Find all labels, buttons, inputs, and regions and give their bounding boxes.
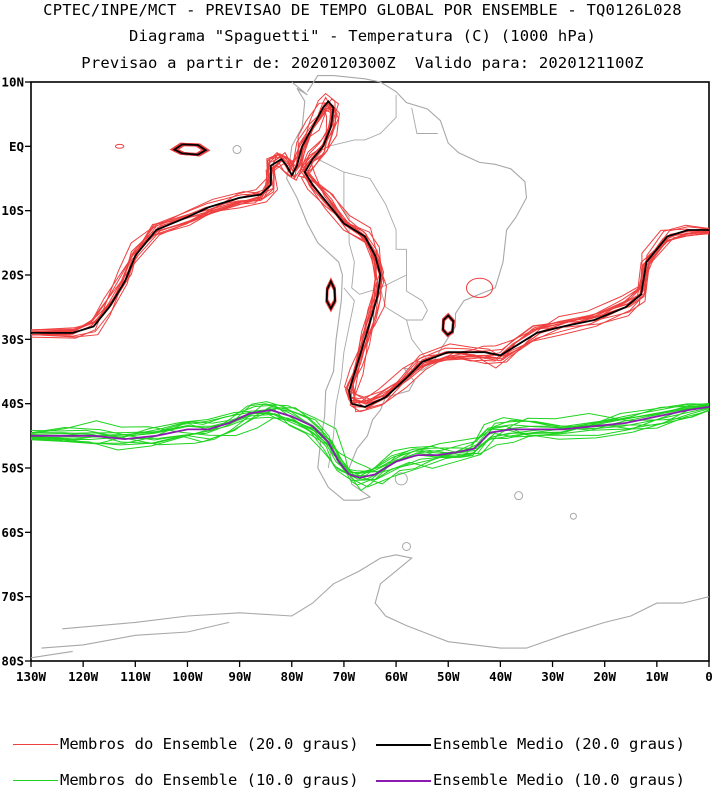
- member-10-line: [30, 403, 710, 486]
- legend-label-members-10: Membros do Ensemble (10.0 graus): [60, 771, 359, 789]
- member-20-contour: [171, 143, 209, 156]
- border-0: [317, 158, 407, 295]
- x-tick-label: 80W: [280, 669, 303, 684]
- member-20-contour: [325, 277, 337, 312]
- x-tick-label: 120W: [68, 669, 99, 684]
- y-tick-label: 50S: [1, 461, 24, 476]
- x-tick-label: 130W: [16, 669, 47, 684]
- island-4: [569, 512, 577, 520]
- members-10-layer: [30, 401, 710, 492]
- ensemble-mean-20-contour: [442, 314, 455, 336]
- member-20-contour: [177, 145, 203, 155]
- ensemble-mean-20-contour: [325, 279, 337, 311]
- plot-frame: [30, 81, 710, 662]
- chart-subtitle: Diagrama "Spaguetti" - Temperatura (C) (…: [128, 27, 597, 45]
- member-20-line: [30, 92, 710, 413]
- member-10-line: [30, 403, 710, 478]
- x-tick-label: 110W: [120, 669, 151, 684]
- legend-swatch-mean-10: [376, 780, 431, 782]
- y-tick-label: 60S: [1, 525, 24, 540]
- coastline-3: [30, 650, 73, 659]
- coastline-2: [41, 621, 230, 649]
- island-3: [402, 541, 412, 551]
- y-tick-label: EQ: [9, 139, 24, 154]
- x-tick-label: 90W: [228, 669, 251, 684]
- border-4: [327, 287, 355, 469]
- island-2: [514, 491, 524, 501]
- member-20-line: [30, 102, 710, 409]
- border-3: [406, 319, 431, 364]
- legend-swatch-members-20: [13, 744, 58, 745]
- border-5: [328, 94, 397, 147]
- x-tick-label: 40W: [489, 669, 512, 684]
- x-tick-label: 10W: [646, 669, 669, 684]
- coastline-layer: [30, 75, 710, 659]
- y-tick-label: 70S: [1, 589, 24, 604]
- member-10-line: [30, 401, 710, 492]
- member-20-contour: [441, 312, 456, 338]
- x-tick-label: 30W: [541, 669, 564, 684]
- members-20-layer: [30, 92, 710, 413]
- x-tick-label: 60W: [385, 669, 408, 684]
- x-tick-label: 70W: [333, 669, 356, 684]
- ensemble-mean-20-line: [31, 99, 709, 408]
- member-20-line: [30, 108, 710, 402]
- island-0: [394, 472, 408, 486]
- ensemble-mean-20-contour: [172, 143, 208, 156]
- member-20-contour: [169, 142, 211, 157]
- x-tick-label: 50W: [437, 669, 460, 684]
- border-2: [379, 275, 428, 321]
- y-tick-label: 20S: [1, 268, 24, 283]
- axis-ticks: 130W 120W 110W 100W 90W 80W 70W 60W 50W 40W 30W 20W…: [1, 75, 712, 685]
- member-10-line: [30, 409, 710, 474]
- legend-swatch-mean-20: [376, 744, 431, 746]
- y-tick-label: 40S: [1, 396, 24, 411]
- y-tick-label: 10N: [1, 75, 24, 90]
- forecast-dates: Previsao a partir de: 2020120300Z Valido…: [81, 54, 644, 72]
- border-1: [343, 171, 407, 250]
- legend-label-mean-10: Ensemble Medio (10.0 graus): [433, 771, 685, 789]
- y-tick-label: 10S: [1, 203, 24, 218]
- y-tick-label: 30S: [1, 332, 24, 347]
- legend-swatch-members-10: [13, 780, 58, 781]
- member-20-contour: [114, 143, 125, 149]
- member-20-line: [30, 96, 710, 408]
- member-10-line: [30, 404, 710, 475]
- coastline-1: [62, 554, 710, 649]
- y-tick-label: 80S: [1, 654, 24, 669]
- ensemble-mean-layer: [31, 99, 710, 479]
- member-20-contour: [465, 277, 494, 299]
- ensemble-mean-10-line: [31, 406, 710, 479]
- island-1: [232, 145, 242, 155]
- x-tick-label: 100W: [172, 669, 203, 684]
- border-6: [411, 107, 438, 134]
- x-tick-label: 20W: [593, 669, 616, 684]
- legend-label-members-20: Membros do Ensemble (20.0 graus): [60, 735, 359, 753]
- member-20-line: [30, 98, 710, 413]
- x-tick-label: 0: [705, 669, 713, 684]
- chart-title: CPTEC/INPE/MCT - PREVISAO DE TEMPO GLOBA…: [43, 1, 682, 19]
- member-10-line: [30, 405, 710, 477]
- legend-label-mean-20: Ensemble Medio (20.0 graus): [433, 735, 685, 753]
- member-20-line: [30, 107, 710, 400]
